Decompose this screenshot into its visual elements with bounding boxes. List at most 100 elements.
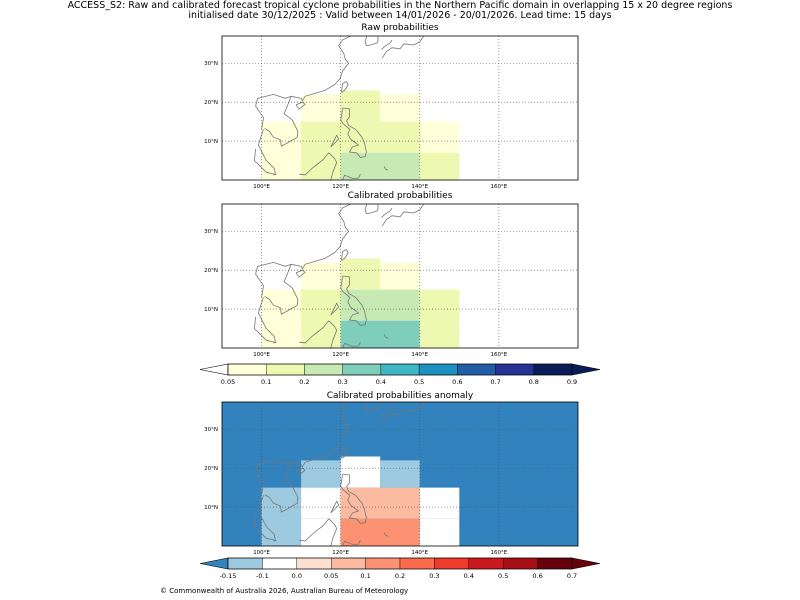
colorbar-tick-label: 0.1: [360, 572, 370, 580]
y-tick-label: 30°N: [204, 427, 218, 433]
coastline: [340, 473, 367, 524]
coastline: [299, 320, 338, 348]
colorbar-tick-label: 0.3: [337, 378, 347, 386]
coastline: [257, 297, 276, 344]
colorbar-under-arrow: [199, 557, 229, 570]
x-tick-label: 120°E: [332, 550, 349, 556]
probability-cell: [301, 289, 341, 321]
coastline: [383, 166, 389, 171]
coastline: [381, 39, 393, 50]
x-tick-label: 100°E: [253, 550, 270, 556]
probability-cell: [301, 487, 341, 519]
colorbar-segment: [304, 363, 343, 376]
y-tick-label: 10°N: [204, 307, 218, 313]
colorbar-segment: [503, 557, 538, 570]
map-area-anomaly: [222, 402, 578, 546]
coastline: [366, 204, 379, 215]
colorbar-tick-label: 0.6: [452, 378, 462, 386]
probability-cell: [340, 518, 420, 546]
probability-cell: [261, 487, 302, 546]
x-tick-label: 100°E: [253, 352, 270, 358]
coastline: [295, 269, 306, 278]
colorbar-tick-label: 0.6: [532, 572, 542, 580]
coastline: [366, 36, 379, 47]
probability-cell: [380, 460, 420, 488]
colorbar-tick-label: 0.05: [221, 378, 235, 386]
colorbar-segment: [457, 363, 496, 376]
copyright-footer: © Commonwealth of Australia 2026, Austra…: [160, 587, 409, 595]
coastline: [381, 405, 393, 416]
coastline: [255, 459, 299, 513]
probability-cell: [301, 320, 341, 348]
coastline: [341, 446, 349, 459]
probability-cell: [419, 320, 460, 348]
colorbar-probability: 0.05 0.1 0.2 0.3 0.4 0.5 0.6 0.7 0.8 0.9: [199, 363, 601, 386]
colorbar-segment: [418, 363, 458, 376]
probability-cell: [419, 289, 460, 321]
probability-cell: [340, 289, 420, 321]
y-tick-label: 10°N: [204, 139, 218, 145]
y-tick-label: 30°N: [204, 61, 218, 67]
panel-title-raw: Raw probabilities: [361, 23, 439, 33]
colorbar-tick-label: 0.5: [498, 572, 508, 580]
coastline: [342, 174, 361, 180]
probability-cell: [419, 487, 460, 519]
probability-cell: [301, 518, 341, 546]
colorbar-segment: [227, 363, 267, 376]
y-tick-label: 30°N: [204, 229, 218, 235]
probability-cell: [261, 121, 302, 180]
map-panel-anomaly: 100°E 120°E 140°E 160°E 10°N 20°N 30°N: [204, 401, 579, 556]
colorbar-tick-label: 0.2: [395, 572, 405, 580]
probability-cell: [340, 152, 420, 180]
probability-cell: [340, 487, 420, 519]
colorbar-segment: [262, 557, 297, 570]
colorbar-over-arrow: [571, 557, 601, 570]
map-area-raw: [222, 36, 578, 180]
coastline: [381, 402, 425, 425]
colorbar-over-arrow: [571, 363, 601, 376]
colorbar-segment: [537, 557, 573, 570]
colorbar-segment: [434, 557, 469, 570]
coastline: [342, 540, 361, 546]
probability-cell: [261, 289, 302, 348]
colorbar-tick-label: -0.1: [256, 572, 269, 580]
coastline: [257, 495, 276, 542]
colorbar-segment: [296, 557, 332, 570]
x-tick-label: 160°E: [491, 550, 508, 556]
colorbar-tick-label: 0.5: [414, 378, 424, 386]
coastline: [381, 207, 393, 218]
coastline: [342, 342, 361, 348]
coastline: [383, 532, 389, 537]
coastline: [253, 148, 277, 175]
x-tick-label: 160°E: [491, 184, 508, 190]
coastline: [255, 261, 299, 315]
map-frame: [221, 203, 579, 349]
coastline: [299, 152, 338, 180]
map-frame: [221, 35, 579, 181]
coastline: [299, 518, 338, 546]
colorbar-segment: [468, 557, 504, 570]
probability-cell: [419, 121, 460, 153]
coastline: [340, 275, 367, 326]
colorbar-segment: [342, 363, 382, 376]
coastline: [364, 36, 368, 46]
probability-cell: [419, 152, 460, 180]
colorbar-under-arrow: [199, 363, 229, 376]
colorbar-tick-label: 0.05: [324, 572, 338, 580]
probability-cell: [340, 90, 381, 122]
colorbar-anomaly: -0.15 -0.1 0.0 0.05 0.1 0.2 0.3 0.4 0.5 0.6 0.7: [199, 557, 601, 580]
coastline: [381, 36, 425, 59]
colorbar-segment: [533, 363, 573, 376]
x-tick-label: 120°E: [332, 352, 349, 358]
probability-cell: [301, 152, 341, 180]
y-tick-label: 20°N: [204, 268, 218, 274]
figure-title-line1: ACCESS_S2: Raw and calibrated forecast t…: [67, 0, 733, 11]
panel-title-anomaly: Calibrated probabilities anomaly: [326, 391, 474, 401]
x-tick-label: 160°E: [491, 352, 508, 358]
probability-cell: [340, 456, 381, 488]
colorbar-tick-label: 0.1: [261, 378, 271, 386]
x-tick-label: 140°E: [411, 184, 428, 190]
map-frame: [221, 401, 579, 547]
probability-cell: [340, 320, 420, 348]
probability-cell: [301, 94, 341, 122]
